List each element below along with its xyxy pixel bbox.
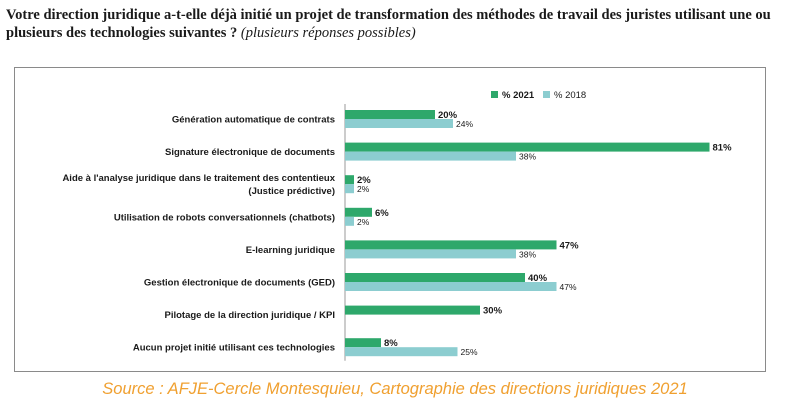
question-text: Votre direction juridique a-t-elle déjà …	[6, 7, 771, 41]
data-label-2018: 47%	[560, 282, 577, 292]
data-label-2018: 38%	[519, 249, 536, 259]
legend-label-2018: % 2018	[554, 90, 586, 101]
data-label-2021: 6%	[375, 208, 389, 219]
data-label-2021: 30%	[483, 306, 503, 317]
legend-swatch-2018	[543, 91, 550, 98]
data-label-2021: 47%	[560, 240, 580, 251]
bar-2018	[345, 216, 354, 226]
category-labels: Génération automatique de contrats Signat…	[62, 115, 335, 354]
legend-label-2021: % 2021	[502, 90, 535, 101]
bar-chart: % 2021 % 2018 Génération automatique de c…	[62, 90, 732, 361]
bar-2018	[345, 151, 516, 161]
data-label-2018: 25%	[461, 347, 478, 357]
bars: 20%24%81%38%2%2%6%2%47%38%40%47%30%8%25%	[345, 110, 732, 357]
category-label: (Justice prédictive)	[248, 186, 335, 197]
category-label: E-learning juridique	[246, 245, 335, 256]
chart-frame: % 2021 % 2018 Génération automatique de c…	[14, 67, 766, 372]
legend-swatch-2021	[491, 91, 498, 98]
data-label-2018: 2%	[357, 184, 370, 194]
bar-2018	[345, 119, 453, 128]
bar-2021	[345, 142, 710, 152]
data-label-2021: 20%	[438, 110, 458, 121]
data-label-2021: 2%	[357, 175, 371, 186]
bar-2021	[345, 305, 480, 315]
bar-2018	[345, 282, 557, 291]
data-label-2021: 8%	[384, 338, 398, 349]
data-label-2018: 24%	[456, 119, 473, 129]
bar-2021	[345, 207, 372, 217]
data-label-2021: 81%	[713, 143, 733, 154]
category-label: Aide à l'analyse juridique dans le trait…	[62, 173, 335, 184]
bar-2018	[345, 249, 516, 259]
data-label-2018: 38%	[519, 152, 536, 162]
data-label-2018: 2%	[357, 217, 370, 227]
bar-2021	[345, 240, 557, 250]
chart-question-title: Votre direction juridique a-t-elle déjà …	[6, 6, 784, 42]
bar-2018	[345, 347, 458, 357]
category-label: Gestion électronique de documents (GED)	[144, 278, 335, 289]
category-label: Signature électronique de documents	[165, 147, 335, 158]
category-label: Aucun projet initié utilisant ces techno…	[133, 343, 335, 354]
chart-legend: % 2021 % 2018	[491, 90, 586, 101]
bar-2021	[345, 338, 381, 348]
question-note: (plusieurs réponses possibles)	[240, 25, 416, 41]
bar-2021	[345, 110, 435, 119]
bar-2021	[345, 273, 525, 282]
bar-2018	[345, 184, 354, 194]
category-label: Pilotage de la direction juridique / KPI	[165, 310, 336, 321]
category-label: Génération automatique de contrats	[172, 115, 335, 126]
bar-2021	[345, 175, 354, 185]
category-label: Utilisation de robots conversationnels (…	[114, 212, 335, 223]
source-caption: Source : AFJE-Cercle Montesquieu, Cartog…	[102, 380, 688, 398]
data-label-2021: 40%	[528, 273, 548, 284]
